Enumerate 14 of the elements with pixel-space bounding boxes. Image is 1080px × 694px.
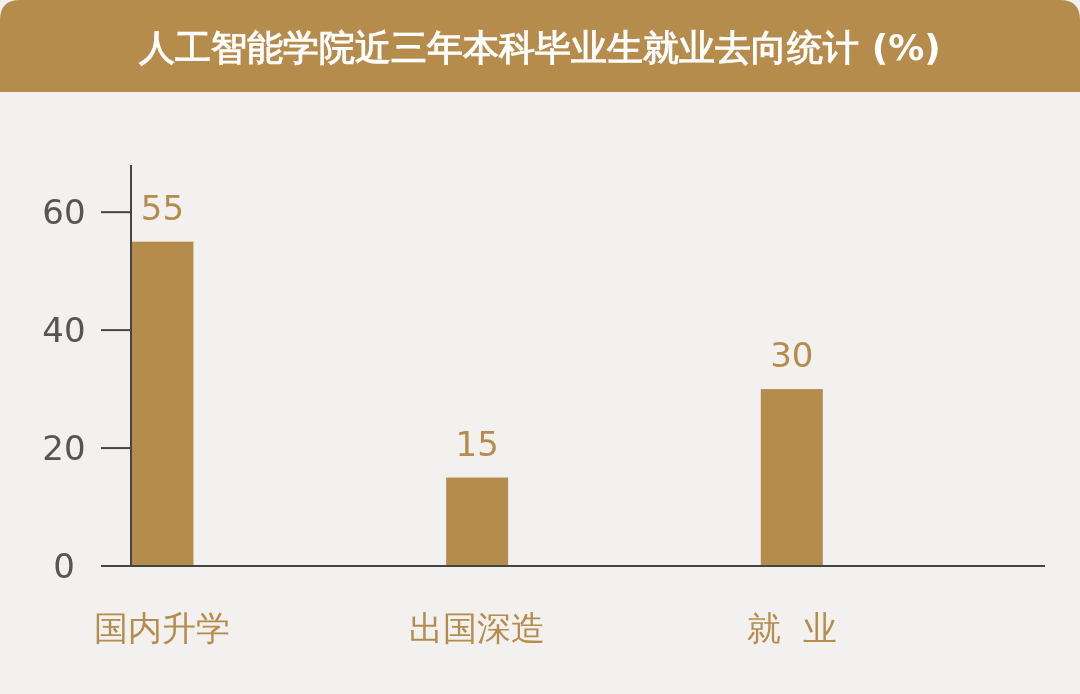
x-tick-label: 出国深造 xyxy=(409,608,546,648)
chart-title: 人工智能学院近三年本科毕业生就业去向统计 (%) xyxy=(138,27,941,68)
x-tick-label: 就 业 xyxy=(746,608,837,648)
data-label: 15 xyxy=(455,423,499,464)
data-label: 30 xyxy=(770,335,814,376)
bar xyxy=(760,389,823,566)
y-tick-label: 0 xyxy=(53,546,75,586)
bar xyxy=(131,241,194,566)
data-label: 55 xyxy=(140,187,185,228)
y-tick-label: 60 xyxy=(42,192,86,233)
y-tick-label: 40 xyxy=(42,310,86,351)
bar xyxy=(446,477,509,566)
y-tick-label: 20 xyxy=(42,428,86,469)
x-tick-label: 国内升学 xyxy=(94,608,231,648)
